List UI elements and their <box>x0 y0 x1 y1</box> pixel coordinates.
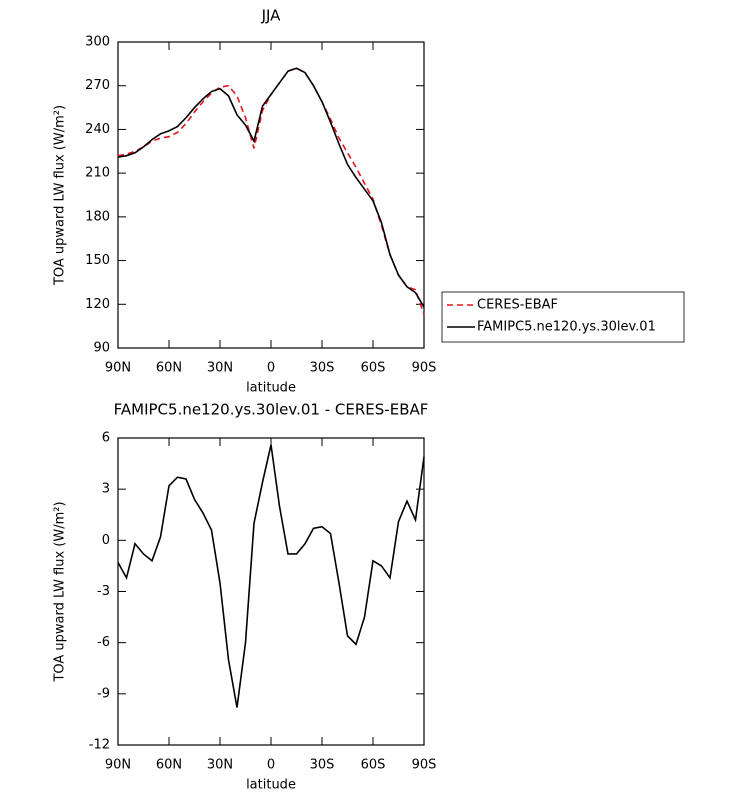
x-tick-label: 60S <box>361 361 386 376</box>
x-tick-label: 30N <box>207 361 233 376</box>
y-tick-label: 300 <box>85 35 110 50</box>
x-tick-label: 90N <box>105 361 131 376</box>
legend-label: CERES-EBAF <box>477 298 558 313</box>
chart-title: FAMIPC5.ne120.ys.30lev.01 - CERES-EBAF <box>114 401 429 419</box>
y-tick-label: 210 <box>85 166 110 181</box>
y-tick-label: -6 <box>97 635 110 650</box>
y-tick-label: -9 <box>97 686 110 701</box>
x-tick-label: 30S <box>310 361 335 376</box>
x-tick-label: 60S <box>361 758 386 773</box>
y-axis-label: TOA upward LW flux (W/m²) <box>53 501 68 682</box>
y-tick-label: 240 <box>85 122 110 137</box>
legend-label: FAMIPC5.ne120.ys.30lev.01 <box>477 320 656 335</box>
y-tick-label: 6 <box>102 431 110 446</box>
legend-box <box>441 291 685 343</box>
x-tick-label: 30S <box>310 758 335 773</box>
x-tick-label: 30N <box>207 758 233 773</box>
y-tick-label: 120 <box>85 297 110 312</box>
x-tick-label: 60N <box>156 361 182 376</box>
y-tick-label: 90 <box>93 341 110 356</box>
chart-title: JJA <box>261 7 282 25</box>
x-axis-label: latitude <box>246 381 296 396</box>
series-line <box>117 67 425 308</box>
y-tick-label: 0 <box>102 533 110 548</box>
x-tick-label: 90S <box>412 361 437 376</box>
y-axis-label: TOA upward LW flux (W/m²) <box>53 105 68 286</box>
y-tick-label: 3 <box>102 482 110 497</box>
y-tick-label: -3 <box>97 584 110 599</box>
y-tick-label: 180 <box>85 209 110 224</box>
x-tick-label: 0 <box>267 361 275 376</box>
x-tick-label: 60N <box>156 758 182 773</box>
x-tick-label: 90S <box>412 758 437 773</box>
x-tick-label: 0 <box>267 758 275 773</box>
x-tick-label: 90N <box>105 758 131 773</box>
plot-frame <box>117 41 425 349</box>
series-line <box>117 444 425 708</box>
y-tick-label: 270 <box>85 78 110 93</box>
plot-frame <box>117 437 425 746</box>
x-axis-label: latitude <box>246 778 296 793</box>
series-line <box>117 67 425 315</box>
y-tick-label: -12 <box>89 738 110 753</box>
y-tick-label: 150 <box>85 253 110 268</box>
